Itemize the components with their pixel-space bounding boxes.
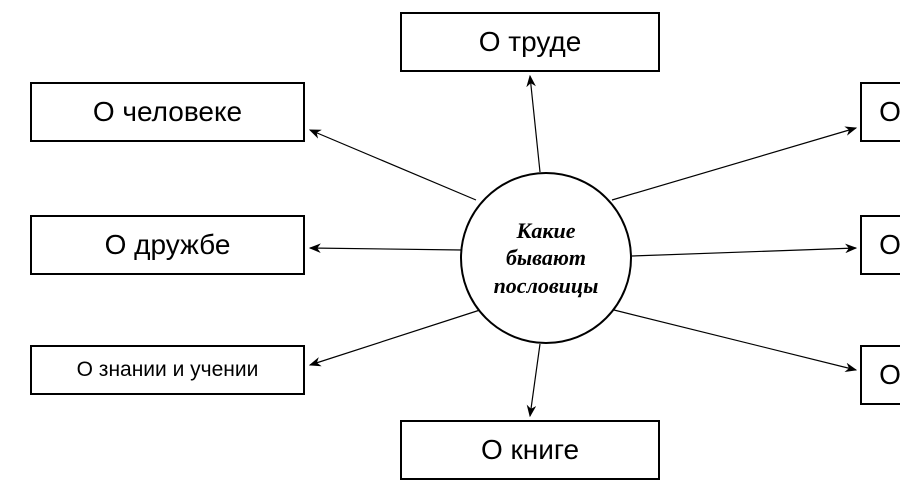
arrow-line [310,248,462,250]
node-label: О труде [479,26,582,58]
node-label: О [879,359,900,391]
node-right-top: О [860,82,900,142]
node-label: О знании и учении [77,358,259,382]
node-label: О человеке [93,96,242,128]
arrow-line [614,310,856,370]
node-label: О [879,96,900,128]
node-right-mid: О [860,215,900,275]
node-bottom: О книге [400,420,660,480]
node-top: О труде [400,12,660,72]
arrow-line [632,248,856,256]
node-left-mid: О дружбе [30,215,305,275]
node-left-top: О человеке [30,82,305,142]
arrow-line [530,76,540,172]
node-left-bot: О знании и учении [30,345,305,395]
node-label: О книге [481,434,579,466]
node-label: О [879,229,900,261]
arrow-line [310,130,476,200]
center-label: Какиебываютпословицы [494,217,599,300]
node-label: О дружбе [105,229,231,261]
arrow-line [310,310,480,365]
arrow-line [612,128,856,200]
node-right-bot: О [860,345,900,405]
center-node: Какиебываютпословицы [460,172,632,344]
arrow-line [530,344,540,416]
